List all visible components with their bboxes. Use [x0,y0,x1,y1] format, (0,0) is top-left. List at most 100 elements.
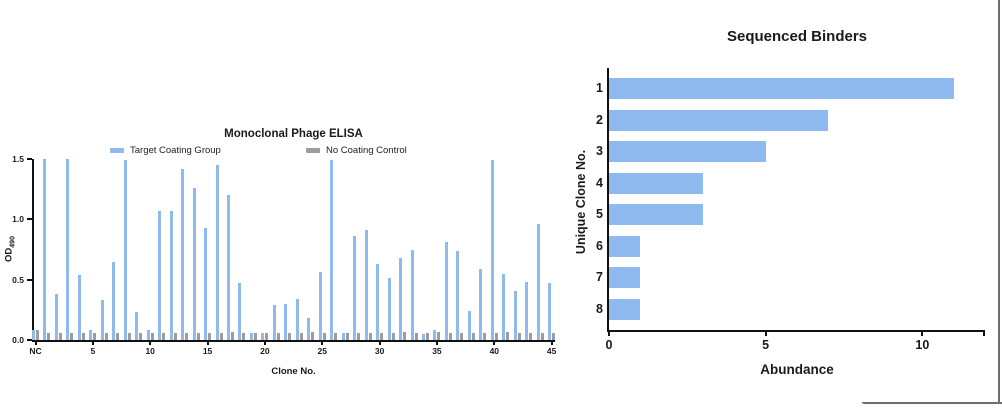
elisa-x-tick-label-45: 45 [546,346,557,356]
elisa-x-axis-label: Clone No. [271,366,316,377]
elisa-bar-target-45 [548,283,552,340]
binders-category-label-8: 8 [596,301,603,316]
elisa-bar-control-10 [150,332,154,340]
frame-bottom-border [862,402,1002,404]
elisa-bar-control-1 [47,332,51,340]
elisa-x-tick-label-25: 25 [317,346,327,356]
elisa-y-tick-label-0.0: 0.0 [12,335,24,345]
elisa-y-tick-1.5 [27,158,32,160]
elisa-bar-control-7 [116,332,120,340]
elisa-bar-control-13 [185,332,189,340]
elisa-bar-control-6 [104,332,108,340]
elisa-bar-control-44 [540,332,544,340]
elisa-bar-control-38 [471,332,475,340]
elisa-bar-control-4 [81,332,85,340]
elisa-bar-target-28 [353,236,357,340]
binders-category-label-6: 6 [596,238,603,253]
elisa-x-tick-label-20: 20 [260,346,270,356]
binders-category-label-1: 1 [596,81,603,95]
elisa-x-tick-label-NC: NC [29,346,42,356]
elisa-bar-control-9 [139,332,143,340]
elisa-bar-control-NC [36,330,39,340]
elisa-bar-target-24 [307,318,311,340]
elisa-bar-control-23 [299,332,303,340]
elisa-bar-control-29 [368,332,372,340]
binders-category-label-2: 2 [596,112,603,127]
elisa-x-tick-25 [321,340,324,345]
elisa-bar-target-27 [341,332,345,340]
binders-category-label-4: 4 [596,175,603,190]
elisa-bar-target-38 [467,311,471,340]
elisa-bar-control-22 [288,332,292,340]
elisa-bar-target-34 [421,333,425,340]
binders-bar-3 [609,141,766,162]
binders-x-axis-end-tick [983,330,985,336]
elisa-bar-target-9 [135,312,139,340]
elisa-bar-target-18 [238,283,242,340]
binders-category-label-5: 5 [596,207,603,221]
elisa-bar-target-26 [330,160,334,340]
elisa-y-axis-label: OD490 [3,236,17,262]
binders-bar-8 [609,298,641,320]
elisa-bar-target-44 [536,224,540,340]
elisa-bar-control-2 [58,332,62,340]
elisa-bar-control-21 [276,332,280,340]
elisa-y-tick-0.5 [27,278,32,281]
binders-bar-4 [609,172,703,194]
elisa-bar-target-37 [456,250,460,340]
elisa-x-tick-35 [435,340,438,345]
elisa-x-tick-label-40: 40 [489,346,500,356]
elisa-bar-control-12 [173,332,177,340]
binders-x-tick-label-10: 10 [915,338,930,352]
elisa-x-tick-20 [263,340,266,345]
elisa-bar-control-8 [127,332,131,340]
binders-x-axis-label: Abundance [760,362,834,377]
binders-bar-1 [609,78,954,99]
elisa-bar-control-30 [380,332,384,340]
elisa-bar-control-26 [334,332,338,340]
elisa-bar-target-10 [146,330,150,340]
elisa-bar-control-42 [517,332,521,340]
elisa-x-tick-NC [34,340,37,345]
elisa-bar-target-2 [54,294,58,340]
elisa-bar-control-39 [483,332,487,340]
elisa-bar-control-35 [437,331,441,340]
elisa-bar-control-37 [460,332,464,340]
elisa-bar-control-24 [311,331,315,340]
elisa-bar-target-35 [433,330,437,340]
elisa-bar-control-14 [196,332,200,340]
elisa-bar-control-25 [322,332,326,340]
legend-item-control: No Coating Control [306,143,407,157]
binders-x-tick-label-5: 5 [762,338,770,352]
elisa-bar-control-33 [414,332,418,340]
binders-bar-7 [609,267,641,288]
elisa-x-tick-label-35: 35 [432,346,442,356]
elisa-bar-target-21 [272,305,276,340]
elisa-x-tick-label-5: 5 [90,346,96,356]
elisa-bar-target-19 [249,332,253,340]
binders-x-tick-0 [608,330,610,336]
elisa-x-axis [32,340,555,342]
binders-bar-6 [609,235,641,257]
binders-bar-2 [609,109,829,131]
elisa-bar-control-43 [529,332,533,340]
elisa-bar-target-5 [89,330,93,340]
binders-x-tick-10 [921,330,924,336]
elisa-bar-target-29 [364,230,368,340]
elisa-bar-target-17 [226,195,230,340]
elisa-x-tick-15 [206,340,209,345]
elisa-bar-target-41 [502,273,506,340]
binders-chart-title: Sequenced Binders [726,28,868,45]
binders-bar-5 [609,204,703,225]
elisa-bar-target-20 [261,332,265,340]
elisa-x-tick-label-30: 30 [374,346,385,356]
elisa-bar-control-34 [425,332,429,340]
elisa-bar-target-3 [66,159,70,340]
elisa-bar-target-32 [399,257,403,340]
binders-plot-area: 0 5 10 1 2 3 4 5 6 7 8 [596,68,985,352]
binders-y-axis [607,68,609,332]
elisa-x-tick-40 [493,340,496,345]
elisa-bar-target-7 [112,261,116,340]
frame-right-border [998,0,1000,404]
elisa-bar-target-31 [387,278,391,340]
